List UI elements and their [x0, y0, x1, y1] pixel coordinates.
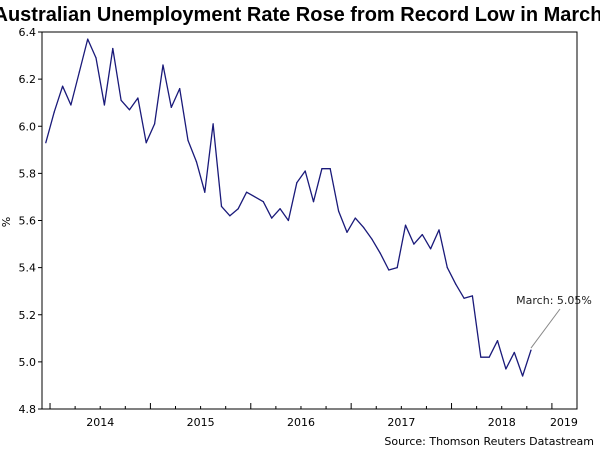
y-tick-label: 6.0 [19, 120, 37, 133]
x-tick-label: 2016 [287, 416, 315, 429]
series-line [45, 38, 532, 377]
data-point [229, 215, 231, 217]
data-point [128, 109, 131, 111]
data-point [287, 219, 290, 222]
x-tick-label: 2014 [86, 416, 114, 429]
data-point [195, 160, 198, 163]
data-point [505, 368, 507, 370]
data-point [404, 224, 407, 226]
data-point [187, 139, 189, 141]
annotation-leader-line [530, 308, 561, 349]
data-point [338, 210, 340, 212]
data-point [145, 142, 147, 144]
axes: 6.4 6.2 6.0 5.8 5.6 5.4 5.2 5.0 4.8 2014 2015 2016 2… [19, 26, 578, 429]
plot-frame [41, 31, 578, 410]
data-point [162, 64, 164, 66]
data-point [421, 234, 423, 236]
data-point [112, 47, 114, 50]
data-point [371, 238, 373, 240]
data-point [120, 99, 122, 101]
data-point [103, 104, 105, 106]
data-point [379, 252, 382, 255]
data-point [204, 191, 206, 193]
data-point [463, 297, 465, 299]
data-point [237, 208, 239, 210]
data-point [455, 283, 457, 285]
data-point [245, 191, 248, 193]
data-point [304, 170, 306, 172]
data-point [530, 349, 532, 351]
data-point [513, 351, 515, 354]
chart-title: Australian Unemployment Rate Rose from R… [0, 4, 600, 26]
data-point [262, 201, 264, 203]
data-point [413, 243, 415, 245]
y-tick-label: 5.2 [19, 309, 37, 322]
data-point [279, 208, 281, 210]
data-point [153, 123, 156, 125]
data-point [480, 356, 482, 358]
data-point [212, 123, 214, 125]
data-point [488, 356, 490, 358]
data-point [388, 269, 390, 271]
y-tick-label: 5.6 [19, 215, 37, 228]
y-tick-label: 5.4 [19, 262, 37, 275]
data-point [321, 168, 323, 170]
data-point [61, 85, 64, 87]
data-point [430, 248, 432, 250]
x-tick-label: 2017 [387, 416, 415, 429]
y-tick-label: 5.8 [19, 167, 37, 180]
data-point [471, 295, 474, 297]
data-point [78, 71, 80, 73]
data-point [446, 267, 448, 269]
data-point [45, 142, 47, 144]
data-point [179, 87, 181, 90]
annotation-layer: March: 5.05% [516, 294, 592, 349]
data-point [396, 267, 398, 269]
annotation-label: March: 5.05% [516, 294, 592, 307]
data-point [170, 106, 172, 108]
source-note: Source: Thomson Reuters Datastream [384, 435, 594, 448]
data-point [346, 231, 348, 233]
data-point [95, 57, 97, 59]
data-point [254, 196, 256, 198]
y-tick-label: 6.2 [19, 73, 37, 86]
y-tick-label: 5.0 [19, 356, 37, 369]
data-point [354, 217, 356, 219]
x-tick-label: 2019 [550, 416, 578, 429]
data-point [438, 229, 440, 231]
series-layer [45, 38, 532, 377]
data-point [70, 104, 72, 106]
y-tick-label: 6.4 [19, 26, 37, 39]
data-point [329, 168, 331, 170]
y-axis-label: % [0, 217, 13, 227]
data-point [87, 38, 89, 40]
data-point [363, 226, 365, 229]
data-point [522, 375, 524, 377]
data-point [137, 97, 139, 99]
data-point [296, 182, 298, 184]
x-tick-label: 2018 [488, 416, 516, 429]
data-point [53, 111, 55, 113]
y-tick-label: 4.8 [19, 403, 37, 416]
data-point [312, 201, 315, 203]
data-point [271, 217, 273, 219]
data-point [220, 205, 223, 207]
data-point [496, 340, 499, 342]
x-tick-label: 2015 [187, 416, 215, 429]
plot-area [41, 31, 578, 410]
